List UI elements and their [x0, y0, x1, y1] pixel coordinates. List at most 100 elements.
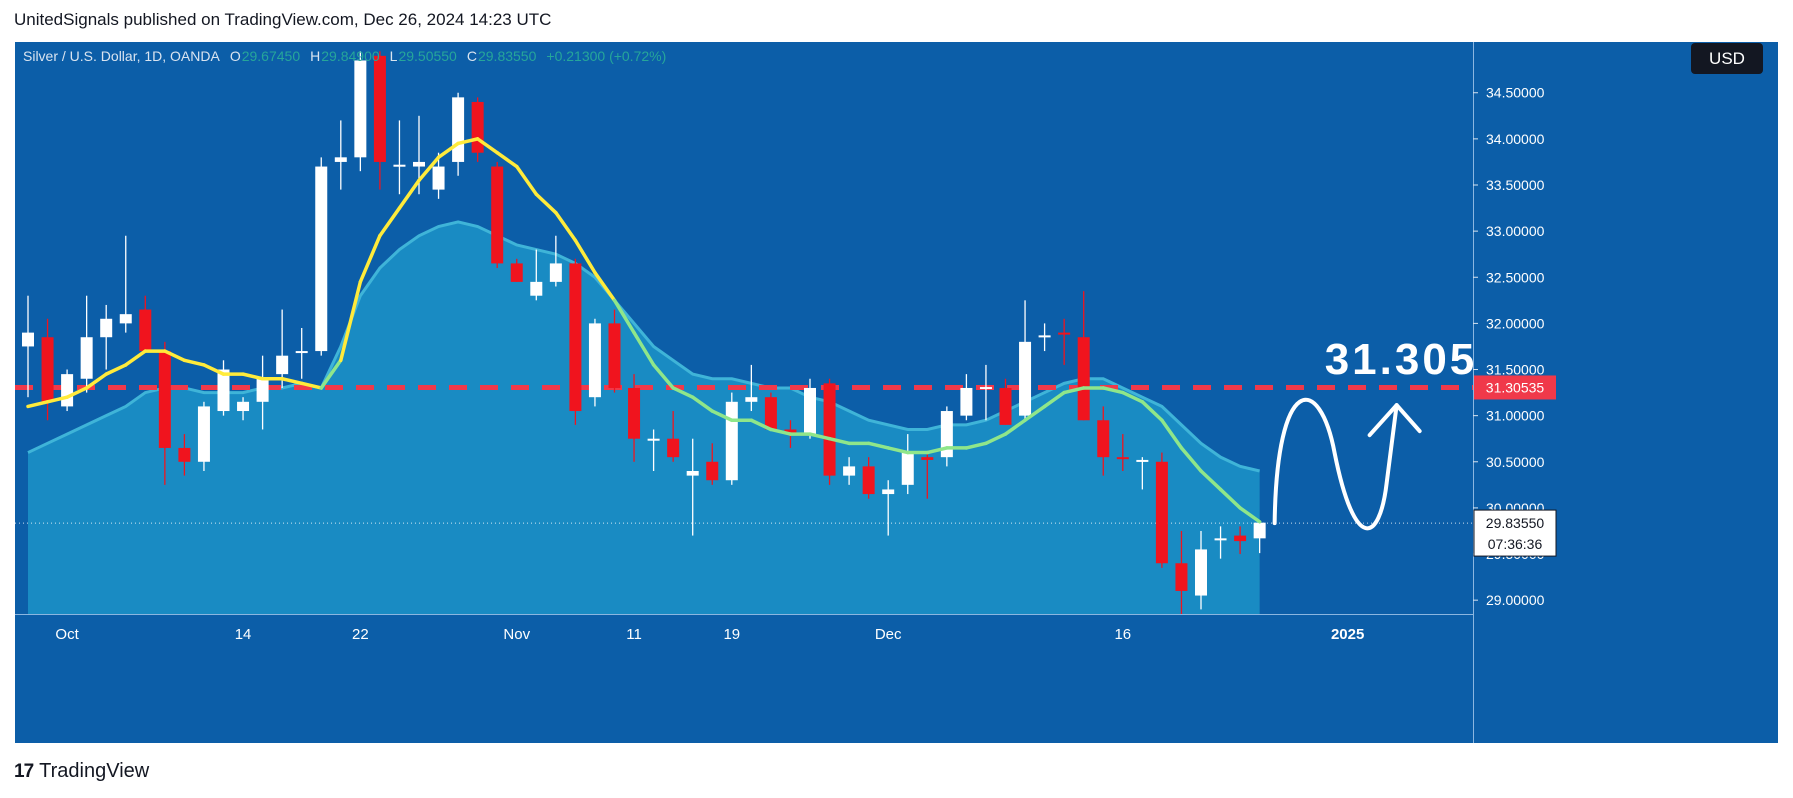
fast-ema-segment [769, 427, 793, 436]
currency-button[interactable]: USD [1691, 43, 1763, 74]
slow-ema-area [28, 221, 1260, 614]
candle[interactable] [725, 392, 738, 485]
candle[interactable] [823, 378, 836, 485]
candle[interactable] [960, 374, 973, 421]
candle[interactable] [745, 364, 758, 412]
legend-high-label: H [310, 48, 320, 64]
candle[interactable] [491, 161, 504, 269]
legend-low-value: 29.50550 [398, 48, 457, 64]
fast-ema-segment [690, 395, 714, 413]
candle[interactable] [979, 364, 992, 421]
candle[interactable] [1116, 434, 1129, 471]
tradingview-brand[interactable]: 17 TradingView [14, 760, 149, 783]
candle[interactable] [276, 309, 289, 388]
fast-ema-segment [573, 238, 597, 275]
candle[interactable] [569, 258, 582, 425]
fast-ema-segment [612, 298, 636, 335]
price-tick-label: 30.50000 [1486, 454, 1545, 470]
candle[interactable] [608, 309, 621, 393]
fast-ema-segment [202, 363, 226, 376]
candle[interactable] [373, 51, 386, 190]
fast-ema-segment [984, 432, 1008, 446]
fast-ema-segment [827, 436, 851, 446]
candle[interactable] [158, 341, 171, 485]
candle[interactable] [452, 92, 465, 176]
candle[interactable] [1038, 323, 1051, 352]
fast-ema-segment [417, 155, 441, 183]
candle[interactable] [588, 318, 601, 407]
candle[interactable] [940, 406, 953, 467]
candle[interactable] [1195, 530, 1207, 610]
fast-ema-segment [358, 233, 382, 284]
legend-open-value: 29.67450 [242, 48, 301, 64]
candle[interactable] [100, 304, 113, 370]
candle[interactable] [354, 51, 367, 172]
candle[interactable] [178, 434, 191, 476]
candle[interactable] [1136, 457, 1149, 490]
candle[interactable] [706, 443, 719, 485]
candle[interactable] [217, 360, 230, 416]
candle[interactable] [119, 235, 132, 333]
candle[interactable] [1097, 406, 1110, 476]
candle[interactable] [1253, 521, 1266, 554]
fast-ema-segment [1003, 418, 1027, 436]
fast-ema-segment [1121, 390, 1145, 404]
fast-ema-segment [163, 349, 187, 363]
candle[interactable] [1155, 452, 1168, 568]
candle[interactable] [628, 374, 641, 462]
candle[interactable] [843, 457, 856, 485]
candle[interactable] [862, 457, 875, 499]
candle[interactable] [139, 295, 152, 352]
candle[interactable] [256, 355, 269, 430]
candle[interactable] [393, 120, 406, 195]
candle[interactable] [530, 249, 543, 301]
candle[interactable] [1175, 530, 1188, 614]
candle[interactable] [764, 392, 777, 430]
arrow-head-icon [1367, 403, 1422, 438]
candle[interactable] [921, 452, 934, 499]
fast-ema-segment [475, 137, 499, 155]
publish-header: UnitedSignals published on TradingView.c… [14, 10, 552, 29]
candle[interactable] [686, 438, 699, 536]
candle[interactable] [510, 258, 523, 282]
chart-panel[interactable]: 31.305 34.50000 34.00000 33.50000 33.00000 3… [15, 42, 1778, 743]
candle[interactable] [432, 152, 445, 199]
fast-ema-segment [651, 363, 675, 390]
candle[interactable] [295, 328, 308, 379]
time-axis[interactable] [15, 614, 1778, 660]
candle[interactable] [237, 397, 250, 421]
fast-ema-segment [1023, 404, 1047, 423]
candle[interactable] [80, 295, 93, 393]
candle[interactable] [315, 157, 328, 356]
candle[interactable] [999, 378, 1012, 425]
time-tick-label: 19 [723, 626, 740, 643]
fast-ema-segment [104, 363, 128, 376]
fast-ema-segment [671, 386, 695, 399]
candle[interactable] [1058, 318, 1071, 365]
candle[interactable] [647, 429, 660, 471]
candle[interactable] [471, 97, 484, 162]
candle[interactable] [22, 295, 34, 398]
candle[interactable] [804, 378, 816, 439]
candle[interactable] [667, 411, 680, 462]
candle[interactable] [197, 401, 210, 471]
candle[interactable] [1214, 526, 1227, 559]
fast-ema-segment [593, 270, 617, 303]
fast-ema-segment [397, 178, 421, 210]
candle[interactable] [61, 369, 74, 412]
fast-ema-segment [319, 358, 343, 390]
candlestick-chart[interactable]: 31.305 34.50000 34.00000 33.50000 33.00000 3… [15, 42, 1778, 743]
fast-ema-segment [45, 395, 69, 404]
candle[interactable] [882, 480, 895, 536]
fast-ema-segment [1062, 386, 1086, 395]
candle[interactable] [901, 434, 914, 495]
candle[interactable] [334, 120, 347, 190]
key-level-badge: 31.30535 [1474, 375, 1556, 400]
candle[interactable] [1019, 300, 1032, 421]
fast-ema-segment [1042, 390, 1066, 409]
candle[interactable] [1234, 526, 1247, 555]
candle[interactable] [549, 235, 562, 287]
candle[interactable] [1077, 291, 1090, 421]
candle[interactable] [41, 318, 54, 421]
price-tick-label: 34.00000 [1486, 131, 1545, 147]
